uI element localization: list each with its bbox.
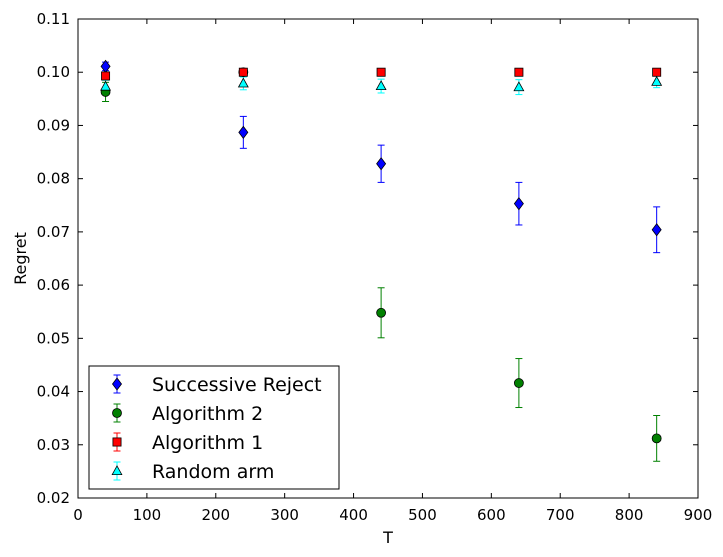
data-point: [652, 67, 662, 77]
legend-marker: [112, 408, 122, 418]
data-markers: [100, 59, 663, 444]
legend-marker: [111, 465, 123, 476]
data-point: [651, 433, 662, 444]
data-point: [513, 197, 524, 211]
x-tick-label: 800: [615, 506, 644, 524]
plot-area: [77, 18, 699, 499]
legend: Successive Reject Algorithm 2 Algorithm 1 R…: [88, 365, 340, 490]
data-point: [376, 307, 387, 318]
x-tick-label: 0: [73, 506, 83, 524]
data-point: [101, 71, 111, 81]
y-tick-label: 0.09: [37, 116, 70, 134]
x-tick-label: 900: [684, 506, 713, 524]
data-point: [514, 67, 524, 77]
x-tick-label: 500: [408, 506, 437, 524]
y-tick-label: 0.07: [37, 223, 70, 241]
y-tick-label: 0.08: [37, 170, 70, 188]
data-point: [651, 75, 663, 86]
legend-label: Random arm: [152, 461, 274, 483]
data-point: [376, 157, 387, 171]
legend-marker: [112, 377, 122, 391]
data-point: [375, 80, 387, 91]
data-point: [100, 80, 112, 91]
data-point: [376, 67, 386, 77]
data-point: [237, 77, 249, 88]
legend-box: [88, 365, 340, 490]
x-tick-label: 100: [133, 506, 162, 524]
y-tick-label: 0.06: [37, 276, 70, 294]
legend-label: Algorithm 2: [152, 403, 263, 425]
x-tick-label: 400: [339, 506, 368, 524]
y-tick-label: 0.11: [37, 10, 70, 28]
x-tick-label: 600: [477, 506, 506, 524]
data-point: [238, 125, 249, 140]
x-axis-label: T: [382, 528, 393, 547]
x-tick-label: 300: [270, 506, 299, 524]
y-axis-label: Regret: [11, 232, 30, 285]
data-point: [513, 81, 525, 92]
data-point: [513, 378, 524, 388]
y-tick-label: 0.03: [37, 436, 70, 454]
data-point: [651, 223, 662, 237]
y-tick-label: 0.02: [37, 489, 70, 507]
y-tick-label: 0.10: [37, 63, 70, 81]
y-tick-label: 0.04: [37, 383, 70, 401]
legend-marker: [112, 437, 122, 447]
y-tick-label: 0.05: [37, 329, 70, 347]
x-tick-label: 200: [201, 506, 230, 524]
data-point: [238, 67, 248, 77]
x-tick-label: 700: [546, 506, 575, 524]
tick-labels: 0 100 200 300 400 500 600 700 800 900 0.02 0.03 0.04…: [37, 10, 713, 524]
legend-label: Successive Reject: [152, 374, 322, 396]
legend-label: Algorithm 1: [152, 432, 263, 454]
axis-ticks: [77, 18, 699, 499]
